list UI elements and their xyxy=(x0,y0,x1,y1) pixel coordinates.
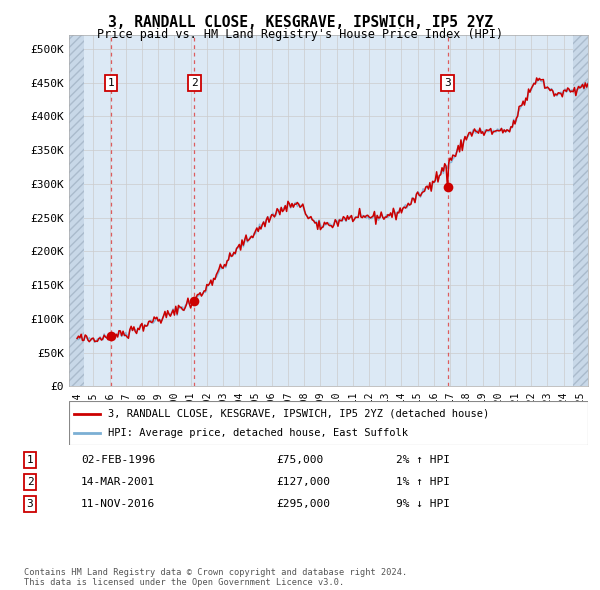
Bar xyxy=(69,35,84,386)
Text: £127,000: £127,000 xyxy=(276,477,330,487)
Text: 3: 3 xyxy=(445,78,451,88)
Bar xyxy=(573,35,588,386)
Text: 2: 2 xyxy=(191,78,197,88)
Text: 3: 3 xyxy=(26,499,34,509)
Text: 3, RANDALL CLOSE, KESGRAVE, IPSWICH, IP5 2YZ: 3, RANDALL CLOSE, KESGRAVE, IPSWICH, IP5… xyxy=(107,15,493,30)
Text: Price paid vs. HM Land Registry's House Price Index (HPI): Price paid vs. HM Land Registry's House … xyxy=(97,28,503,41)
Text: 1: 1 xyxy=(26,455,34,465)
Text: 1: 1 xyxy=(107,78,115,88)
Text: 11-NOV-2016: 11-NOV-2016 xyxy=(81,499,155,509)
Text: Contains HM Land Registry data © Crown copyright and database right 2024.
This d: Contains HM Land Registry data © Crown c… xyxy=(24,568,407,587)
Text: £295,000: £295,000 xyxy=(276,499,330,509)
Text: 3, RANDALL CLOSE, KESGRAVE, IPSWICH, IP5 2YZ (detached house): 3, RANDALL CLOSE, KESGRAVE, IPSWICH, IP5… xyxy=(108,409,489,418)
Text: 1% ↑ HPI: 1% ↑ HPI xyxy=(396,477,450,487)
Text: 02-FEB-1996: 02-FEB-1996 xyxy=(81,455,155,465)
Text: 14-MAR-2001: 14-MAR-2001 xyxy=(81,477,155,487)
Text: 9% ↓ HPI: 9% ↓ HPI xyxy=(396,499,450,509)
Text: HPI: Average price, detached house, East Suffolk: HPI: Average price, detached house, East… xyxy=(108,428,408,438)
Text: £75,000: £75,000 xyxy=(276,455,323,465)
Text: 2: 2 xyxy=(26,477,34,487)
Text: 2% ↑ HPI: 2% ↑ HPI xyxy=(396,455,450,465)
